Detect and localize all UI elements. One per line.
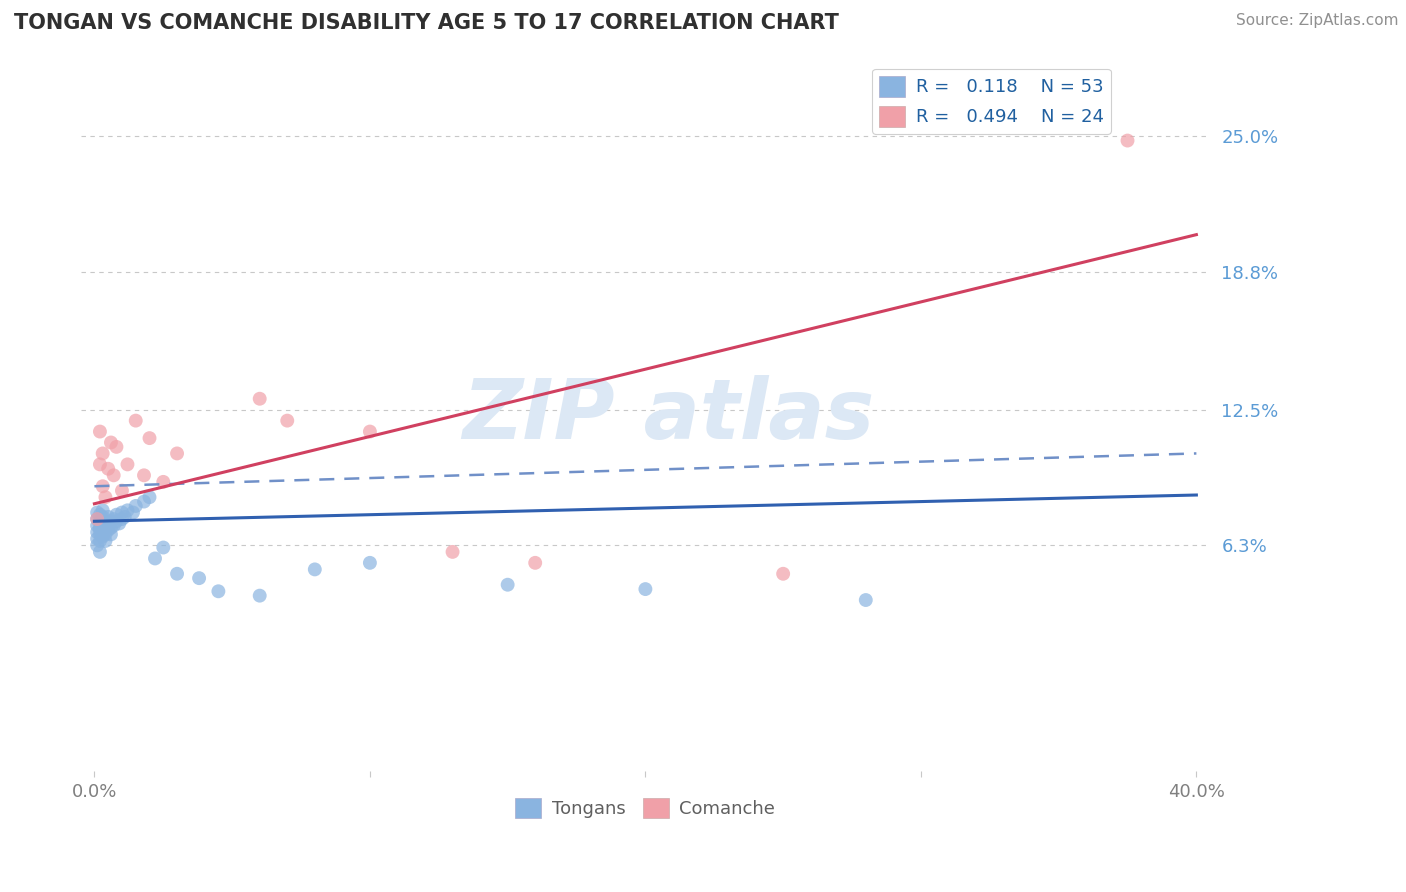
Point bbox=[143, 551, 166, 566]
Point bbox=[125, 414, 148, 428]
Point bbox=[122, 506, 145, 520]
Point bbox=[138, 431, 160, 445]
Point bbox=[100, 435, 122, 450]
Point bbox=[125, 499, 148, 513]
Point bbox=[94, 490, 117, 504]
Point bbox=[89, 521, 111, 535]
Point bbox=[91, 516, 114, 531]
Point bbox=[152, 475, 174, 489]
Point bbox=[132, 494, 155, 508]
Point bbox=[132, 468, 155, 483]
Point bbox=[86, 518, 108, 533]
Point bbox=[111, 506, 134, 520]
Point bbox=[89, 508, 111, 522]
Point bbox=[100, 514, 122, 528]
Point bbox=[89, 533, 111, 548]
Point bbox=[117, 458, 139, 472]
Point bbox=[89, 545, 111, 559]
Point bbox=[89, 516, 111, 531]
Point bbox=[111, 512, 134, 526]
Point bbox=[105, 514, 128, 528]
Point bbox=[111, 483, 134, 498]
Point bbox=[91, 509, 114, 524]
Point bbox=[103, 518, 125, 533]
Point bbox=[496, 578, 519, 592]
Point bbox=[91, 530, 114, 544]
Point bbox=[166, 566, 188, 581]
Point bbox=[89, 425, 111, 439]
Point bbox=[86, 525, 108, 540]
Point bbox=[524, 556, 547, 570]
Point bbox=[103, 512, 125, 526]
Point bbox=[97, 509, 120, 524]
Point bbox=[89, 523, 111, 537]
Point bbox=[772, 566, 794, 581]
Point bbox=[105, 508, 128, 522]
Point bbox=[100, 521, 122, 535]
Point bbox=[166, 446, 188, 460]
Point bbox=[114, 509, 136, 524]
Point bbox=[855, 593, 877, 607]
Point bbox=[634, 582, 657, 596]
Point bbox=[94, 521, 117, 535]
Point bbox=[108, 516, 131, 531]
Point bbox=[91, 479, 114, 493]
Point bbox=[1116, 134, 1139, 148]
Point bbox=[91, 523, 114, 537]
Point bbox=[94, 533, 117, 548]
Point bbox=[441, 545, 464, 559]
Point bbox=[94, 514, 117, 528]
Point bbox=[94, 527, 117, 541]
Point bbox=[89, 514, 111, 528]
Point bbox=[359, 556, 381, 570]
Point bbox=[105, 440, 128, 454]
Point bbox=[100, 527, 122, 541]
Point bbox=[89, 527, 111, 541]
Point bbox=[188, 571, 211, 585]
Point bbox=[359, 425, 381, 439]
Point bbox=[97, 516, 120, 531]
Point bbox=[91, 446, 114, 460]
Point bbox=[97, 462, 120, 476]
Point bbox=[103, 468, 125, 483]
Text: TONGAN VS COMANCHE DISABILITY AGE 5 TO 17 CORRELATION CHART: TONGAN VS COMANCHE DISABILITY AGE 5 TO 1… bbox=[14, 13, 839, 33]
Point bbox=[89, 458, 111, 472]
Text: ZIP atlas: ZIP atlas bbox=[461, 375, 875, 456]
Point bbox=[86, 532, 108, 546]
Point bbox=[249, 589, 271, 603]
Point bbox=[117, 503, 139, 517]
Legend: Tongans, Comanche: Tongans, Comanche bbox=[508, 790, 783, 826]
Point bbox=[138, 490, 160, 504]
Point bbox=[86, 506, 108, 520]
Point bbox=[207, 584, 229, 599]
Point bbox=[152, 541, 174, 555]
Point bbox=[86, 512, 108, 526]
Point bbox=[249, 392, 271, 406]
Point bbox=[304, 562, 326, 576]
Text: Source: ZipAtlas.com: Source: ZipAtlas.com bbox=[1236, 13, 1399, 29]
Point bbox=[86, 512, 108, 526]
Point bbox=[97, 523, 120, 537]
Point bbox=[91, 503, 114, 517]
Point bbox=[276, 414, 298, 428]
Point bbox=[86, 538, 108, 552]
